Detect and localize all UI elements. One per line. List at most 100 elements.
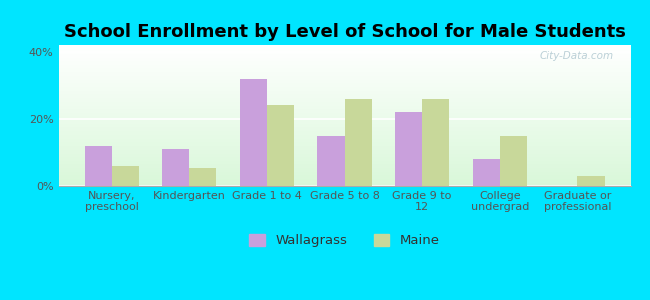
Bar <box>58 130 630 131</box>
Bar <box>58 169 630 170</box>
Bar <box>58 161 630 162</box>
Bar <box>84 146 112 186</box>
Bar <box>58 126 630 127</box>
Bar <box>58 170 630 171</box>
Bar <box>58 98 630 99</box>
Bar <box>58 167 630 168</box>
Bar <box>58 107 630 108</box>
Bar <box>58 144 630 145</box>
Bar <box>58 141 630 142</box>
Bar <box>58 65 630 66</box>
Bar <box>112 166 139 186</box>
Bar <box>58 134 630 135</box>
Bar <box>58 159 630 160</box>
Bar <box>240 79 267 186</box>
Bar <box>58 47 630 48</box>
Bar <box>395 112 422 186</box>
Bar <box>58 158 630 159</box>
Bar <box>58 106 630 107</box>
Bar <box>58 152 630 153</box>
Bar <box>58 116 630 117</box>
Bar <box>58 180 630 181</box>
Bar <box>58 117 630 118</box>
Bar <box>58 109 630 110</box>
Bar <box>58 146 630 147</box>
Bar <box>58 79 630 80</box>
Bar <box>58 88 630 89</box>
Bar <box>58 135 630 136</box>
Bar <box>58 82 630 83</box>
Bar <box>58 181 630 182</box>
Bar <box>58 114 630 115</box>
Bar <box>58 46 630 47</box>
Bar <box>58 101 630 102</box>
Bar <box>58 92 630 93</box>
Bar <box>58 171 630 172</box>
Bar <box>58 115 630 116</box>
Bar <box>58 139 630 140</box>
Bar <box>58 149 630 150</box>
Bar <box>58 148 630 149</box>
Bar <box>58 166 630 167</box>
Bar <box>58 176 630 177</box>
Bar <box>58 102 630 103</box>
Bar <box>58 58 630 59</box>
Bar <box>58 118 630 119</box>
Bar <box>58 185 630 186</box>
Bar <box>58 111 630 112</box>
Bar <box>58 121 630 122</box>
Bar <box>58 162 630 163</box>
Bar <box>58 160 630 161</box>
Bar <box>58 87 630 88</box>
Bar <box>58 138 630 139</box>
Bar <box>58 90 630 91</box>
Bar <box>58 97 630 98</box>
Bar <box>58 164 630 165</box>
Bar <box>58 153 630 154</box>
Bar <box>58 94 630 95</box>
Bar <box>317 136 344 186</box>
Bar <box>58 175 630 176</box>
Bar <box>58 110 630 111</box>
Bar <box>58 75 630 76</box>
Bar <box>58 71 630 72</box>
Bar <box>58 67 630 68</box>
Bar <box>58 100 630 101</box>
Bar <box>58 53 630 54</box>
Bar <box>58 68 630 69</box>
Bar <box>58 124 630 125</box>
Bar <box>58 168 630 169</box>
Bar <box>58 105 630 106</box>
Bar <box>58 122 630 123</box>
Bar <box>58 62 630 63</box>
Bar <box>58 48 630 49</box>
Bar <box>58 49 630 50</box>
Bar <box>58 54 630 55</box>
Bar <box>58 125 630 126</box>
Bar <box>58 69 630 70</box>
Bar <box>500 136 527 186</box>
Bar <box>58 155 630 156</box>
Bar <box>58 147 630 148</box>
Bar <box>58 64 630 65</box>
Bar <box>58 82 630 83</box>
Bar <box>58 99 630 100</box>
Bar <box>58 128 630 129</box>
Bar <box>58 132 630 133</box>
Bar <box>58 104 630 105</box>
Bar <box>58 129 630 130</box>
Bar <box>577 176 605 186</box>
Bar <box>58 184 630 185</box>
Bar <box>58 183 630 184</box>
Bar <box>58 52 630 53</box>
Bar <box>58 173 630 174</box>
Bar <box>58 77 630 78</box>
Bar <box>58 73 630 74</box>
Bar <box>58 140 630 141</box>
Bar <box>58 151 630 152</box>
Bar <box>58 120 630 121</box>
Bar <box>58 80 630 81</box>
Bar <box>58 78 630 79</box>
Bar <box>58 177 630 178</box>
Bar <box>58 55 630 56</box>
